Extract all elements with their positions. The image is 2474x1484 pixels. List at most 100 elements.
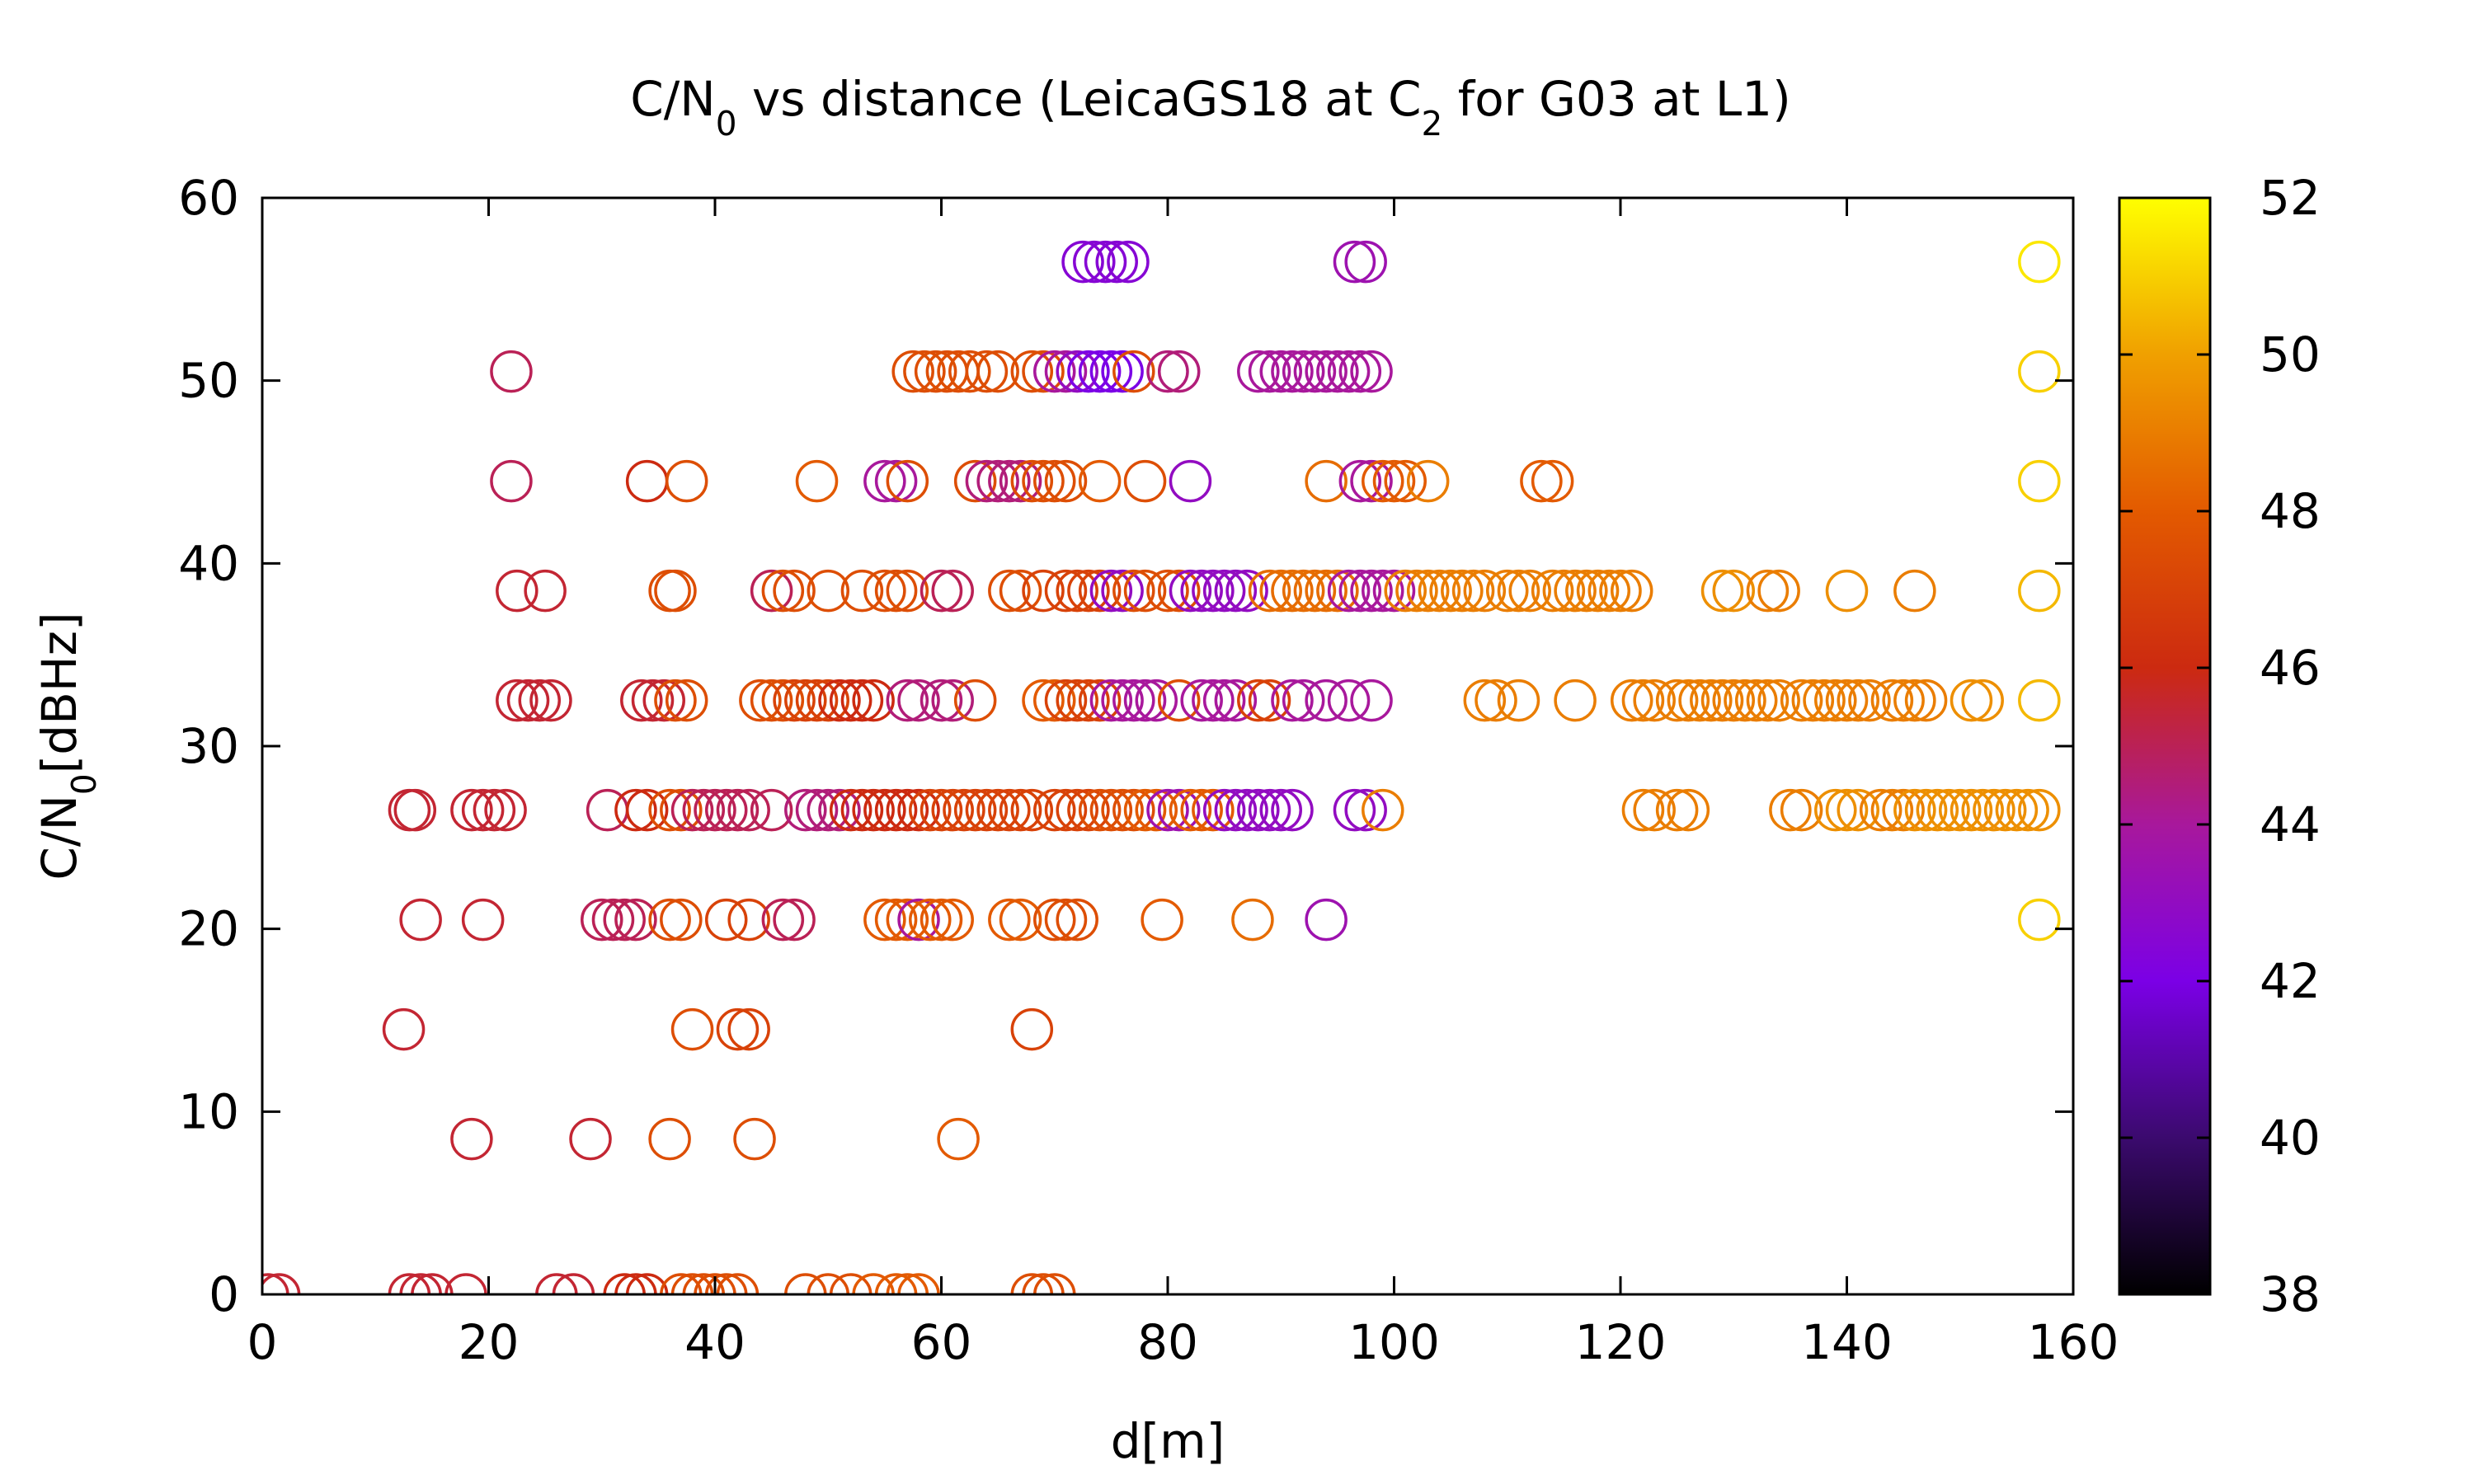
data-point [1520,459,1563,503]
data-point [1248,679,1291,722]
data-point [1022,459,1065,503]
data-point [1056,898,1098,942]
data-point [670,788,714,832]
x-axis-label: d[m] [1111,1413,1225,1469]
data-point [552,1273,595,1294]
data-point [1202,788,1246,832]
x-tick-label: 20 [459,1314,520,1370]
data-point [1305,459,1348,503]
data-point [569,1117,612,1161]
data-point [727,788,770,832]
data-point [965,459,1009,503]
data-point [761,898,805,942]
data-point [1010,1273,1054,1294]
data-point [1180,679,1223,722]
data-point [1067,679,1110,722]
data-point [1848,679,1891,722]
chart-title: C/N0 vs distance (LeicaGS18 at C2 for G0… [630,71,1790,143]
data-point [1950,788,1993,832]
data-point [1010,1007,1054,1051]
data-point [1780,788,1823,832]
x-tick-label: 40 [684,1314,745,1370]
colorbar-tick-label: 42 [2260,953,2321,1009]
data-point [1531,569,1574,613]
plot-frame [261,196,2075,1296]
data-point [1757,679,1800,722]
data-point [852,679,895,722]
data-point [1305,679,1348,722]
data-point [591,898,635,942]
data-point [1282,350,1325,393]
data-point [399,1273,442,1294]
data-point [1418,569,1461,613]
data-point [1135,788,1178,832]
data-point [1837,788,1879,832]
data-point [1305,569,1348,613]
data-point [665,679,708,722]
data-point [1271,679,1314,722]
data-point [1825,788,1869,832]
data-point [2018,459,2061,503]
data-point [1700,679,1744,722]
data-point [840,679,884,722]
data-point [931,898,974,942]
data-point [1870,679,1914,722]
data-point [795,459,839,503]
data-point [874,1273,918,1294]
colorbar [2118,196,2212,1296]
y-tick-label: 10 [178,1083,239,1139]
data-point [1305,350,1348,393]
y-tick-label: 0 [209,1266,239,1322]
data-point [920,679,963,722]
data-point [931,569,974,613]
data-point [829,679,872,722]
text-segment: vs distance (LeicaGS18 at C [737,71,1422,127]
data-point [1112,350,1155,393]
data-point [682,1273,726,1294]
data-point [614,1273,657,1294]
data-point [1259,788,1302,832]
data-point [1010,788,1054,832]
data-point [1882,679,1925,722]
data-point [874,459,918,503]
data-point [1610,679,1653,722]
data-point [1463,569,1507,613]
data-point [886,898,929,942]
data-point [1700,569,1744,613]
data-point [795,788,839,832]
data-point [897,788,940,832]
data-point [1169,788,1212,832]
data-point [1633,788,1676,832]
data-point [1084,240,1127,284]
data-point [1180,788,1223,832]
data-point [660,898,703,942]
data-point [1022,569,1065,613]
data-point [829,788,872,832]
data-point [1995,788,2039,832]
data-point [1237,350,1280,393]
data-point [631,679,675,722]
data-point [1146,569,1189,613]
data-point [1231,898,1274,942]
data-point [784,788,827,832]
data-point [450,1117,493,1161]
data-point [1056,679,1098,722]
data-point [750,679,793,722]
data-point [1769,788,1812,832]
data-point [1350,569,1393,613]
colorbar-tick-label: 46 [2260,640,2321,696]
data-point [1599,569,1642,613]
data-point [784,1273,827,1294]
data-point [1192,788,1235,832]
x-tick-label: 100 [1348,1314,1440,1370]
data-point [411,1273,454,1294]
data-point [818,788,861,832]
data-point [382,1007,426,1051]
subscript: 2 [1422,104,1443,143]
data-point [1542,569,1586,613]
data-point [953,459,997,503]
data-point [1333,788,1376,832]
data-point [529,679,572,722]
colorbar-tick-label: 38 [2260,1266,2321,1322]
data-point [1192,679,1235,722]
